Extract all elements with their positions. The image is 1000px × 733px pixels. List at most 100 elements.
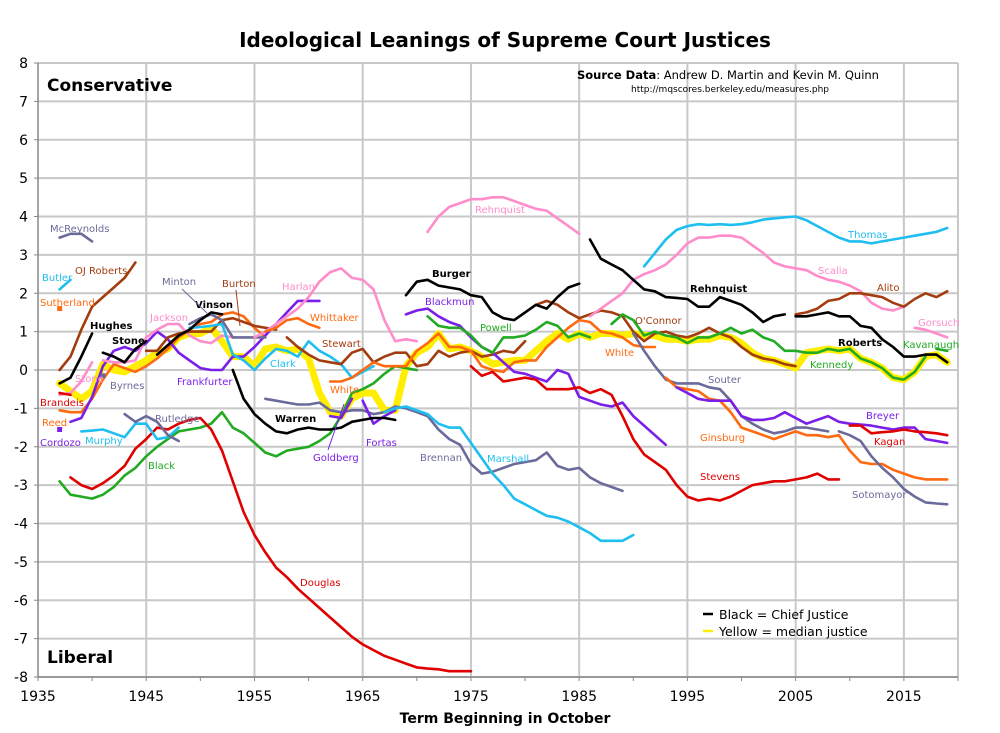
label-rutledge: Rutledge <box>155 414 200 425</box>
label-powell: Powell <box>480 323 512 334</box>
x-tick-label: 1975 <box>453 689 489 705</box>
y-tick-label: 0 <box>19 363 28 379</box>
butler-line <box>58 278 72 291</box>
clark-line <box>188 322 375 379</box>
kagan-line <box>848 424 949 437</box>
x-tick-label: 2015 <box>886 689 922 705</box>
scalia-line <box>588 234 906 318</box>
label-fortas: Fortas <box>366 438 397 449</box>
marshall-line <box>383 405 635 543</box>
chart-title: Ideological Leanings of Supreme Court Ju… <box>239 28 771 52</box>
goldberg-leader-line <box>327 403 345 451</box>
y-tick-label: 8 <box>19 56 28 72</box>
label-rehnquist: Rehnquist <box>690 284 747 295</box>
fortas-line <box>361 399 397 425</box>
blackmun-line <box>404 307 668 447</box>
stewart-line <box>285 336 527 368</box>
label-blackmun: Blackmun <box>425 297 474 308</box>
x-tick-label: 2005 <box>778 689 814 705</box>
label-ginsburg: Ginsburg <box>700 433 745 444</box>
label-alito: Alito <box>877 283 899 294</box>
y-tick-label: 4 <box>19 210 28 226</box>
label-minton: Minton <box>162 277 196 288</box>
label-harlan: Harlan <box>282 282 315 293</box>
rutledge-line <box>123 412 180 443</box>
y-tick-label: -7 <box>14 632 28 648</box>
alito-line <box>794 290 949 316</box>
label-black: Black <box>148 461 175 472</box>
y-tick-label: 6 <box>19 133 28 149</box>
y-tick-label: -1 <box>14 401 28 417</box>
sutherland-point <box>57 306 63 312</box>
label-kavanaugh: Kavanaugh <box>903 340 959 351</box>
label-cordozo: Cordozo <box>40 438 81 449</box>
label-rehnquist: Rehnquist <box>475 205 525 216</box>
byrnes-point <box>100 373 106 379</box>
series-labels: McReynolds Butler Sutherland OJ Roberts Hugh… <box>40 205 959 589</box>
label-clark: Clark <box>270 359 296 370</box>
label-stevens: Stevens <box>700 472 740 483</box>
y-tick-label: -8 <box>14 670 28 686</box>
y-tick-label: -3 <box>14 478 28 494</box>
series-lines <box>56 196 951 673</box>
white-line <box>328 318 657 383</box>
x-tick-label: 1955 <box>237 689 273 705</box>
label-breyer: Breyer <box>866 411 900 422</box>
label-roberts: Roberts <box>838 338 882 349</box>
label-murphy: Murphy <box>85 436 123 447</box>
label-jackson: Jackson <box>149 313 188 324</box>
sotomayor-line <box>837 430 949 506</box>
label-reed: Reed <box>42 418 67 429</box>
vinson-line <box>155 311 224 356</box>
label-thomas: Thomas <box>847 230 888 241</box>
label-stewart: Stewart <box>322 339 361 350</box>
burger-line <box>404 278 581 322</box>
label-gorsuch: Gorsuch <box>918 318 959 329</box>
gridlines <box>37 62 959 678</box>
label-frankfurter: Frankfurter <box>177 377 233 388</box>
conservative-label: Conservative <box>47 76 172 96</box>
y-tick-label: 7 <box>19 94 28 110</box>
y-tick-label: 5 <box>19 171 28 187</box>
label-sutherland: Sutherland <box>40 298 95 309</box>
rehnquist-line <box>426 196 581 236</box>
roberts-line <box>794 311 949 364</box>
label-sotomayor: Sotomayor <box>852 490 907 501</box>
kennedy-line <box>610 313 927 381</box>
mcreynolds-line <box>58 232 94 243</box>
label-burton: Burton <box>222 279 256 290</box>
x-tick-label: 1935 <box>20 689 56 705</box>
o-connor-line <box>534 299 797 368</box>
breyer-line <box>675 386 949 445</box>
label-souter: Souter <box>708 375 742 386</box>
liberal-label: Liberal <box>47 648 113 668</box>
label-goldberg: Goldberg <box>313 453 359 464</box>
label-scalia: Scalia <box>818 266 848 277</box>
murphy-line <box>80 422 180 441</box>
thomas-line <box>642 215 949 268</box>
label-marshall: Marshall <box>487 454 529 465</box>
y-tick-label: -5 <box>14 555 28 571</box>
douglas-line <box>69 416 473 673</box>
label-byrnes: Byrnes <box>110 381 144 392</box>
harlan-line <box>253 267 419 343</box>
x-tick-label: 1995 <box>670 689 706 705</box>
cordozo-point <box>57 426 63 432</box>
x-axis-title: Term Beginning in October <box>400 711 611 727</box>
y-tick-label: -4 <box>14 517 28 533</box>
y-tick-label: -6 <box>14 593 28 609</box>
hughes-line <box>58 332 94 385</box>
legend-label-median: Yellow = median justice <box>718 624 868 639</box>
label-stone: Stone <box>75 374 104 385</box>
label-hughes: Hughes <box>90 321 133 332</box>
label-douglas: Douglas <box>300 578 341 589</box>
warren-line <box>231 368 397 435</box>
label-white: White <box>330 385 359 396</box>
y-axis-ticks: 8 7 6 5 4 3 2 1 0 -1 -2 -3 -4 -5 -6 -7 -8 <box>14 56 38 686</box>
label-butler: Butler <box>42 273 73 284</box>
source-url: http://mqscores.berkeley.edu/measures.ph… <box>631 85 829 95</box>
powell-line <box>426 315 592 354</box>
stone-line <box>101 339 148 364</box>
label-o-connor: O'Connor <box>635 316 683 327</box>
